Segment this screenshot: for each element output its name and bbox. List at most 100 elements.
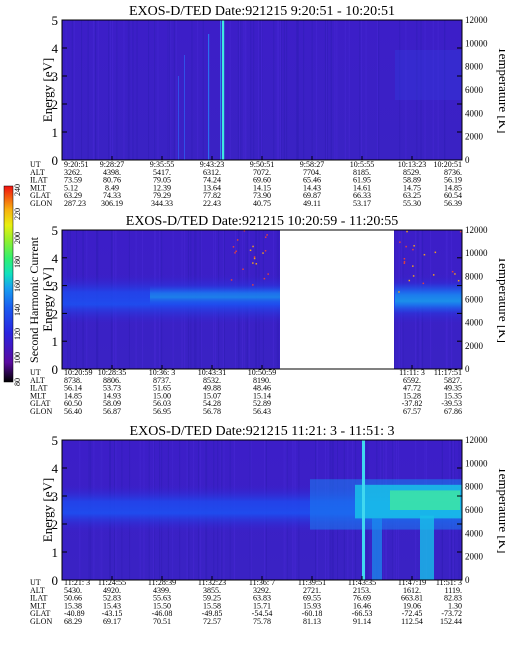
y2-tick-label: 0 — [465, 364, 470, 374]
table-cell: 1612. — [403, 586, 421, 595]
row-label-ilat: ILAT — [30, 176, 47, 185]
y2-axis-label: Temperature [K] — [496, 256, 505, 343]
table-cell: 60.54 — [444, 191, 462, 200]
table-cell: 14.85 — [444, 183, 462, 192]
y-tick-label: 0 — [52, 362, 59, 377]
y2-axis: 0 2000 4000 6000 8000 10000 12000 — [465, 15, 488, 165]
table-cell: 9:28:27 — [100, 160, 124, 169]
table-cell: 5417. — [153, 168, 171, 177]
table-cell: 10:5:55 — [350, 160, 374, 169]
table-cell: 11:32:23 — [198, 578, 226, 587]
y2-tick-label: 8000 — [465, 62, 484, 72]
y2-tick-label: 4000 — [465, 318, 484, 328]
table-cell: 56.40 — [64, 407, 82, 416]
table-cell: 56.19 — [444, 176, 462, 185]
table-cell: 4399. — [153, 586, 171, 595]
table-cell: 5827. — [444, 376, 462, 385]
table-cell: 56.95 — [153, 407, 171, 416]
table-cell: -40.89 — [64, 609, 85, 618]
table-cell: 11:51: 3 — [436, 578, 462, 587]
table-cell: 5.12 — [64, 183, 78, 192]
row-label-alt: ALT — [30, 168, 45, 177]
table-cell: 49.88 — [203, 384, 221, 393]
table-cell: -72.45 — [402, 609, 423, 618]
table-cell: 70.51 — [153, 617, 171, 626]
table-cell: 52.83 — [103, 594, 121, 603]
panel-title: EXOS-D/TED Date:921215 9:20:51 - 10:20:5… — [129, 4, 395, 19]
table-cell: -49.85 — [202, 609, 223, 618]
y2-axis-label: Temperature [K] — [496, 47, 505, 134]
orbit-table: UTALTILATMLTGLATGLON10:20:598738.56.1414… — [30, 365, 463, 416]
table-cell: 56.78 — [203, 407, 221, 416]
panel-title: EXOS-D/TED Date:921215 10:20:59 - 11:20:… — [126, 214, 398, 229]
colorbar: 80 100 120 140 160 180 200 220 240 Second Harmoni… — [3, 184, 41, 386]
table-cell: 19.06 — [403, 601, 421, 610]
row-label-mlt: MLT — [30, 601, 46, 610]
table-cell: 11:43:35 — [348, 578, 376, 587]
y2-axis-label: Temperature [K] — [496, 467, 505, 554]
table-cell: 10:20:59 — [64, 368, 92, 377]
table-cell: 11:24:55 — [98, 578, 126, 587]
colorbar-tick: 100 — [13, 352, 22, 364]
y2-tick-label: 2000 — [465, 132, 484, 142]
colorbar-tick: 160 — [13, 280, 22, 292]
table-cell: 6312. — [203, 168, 221, 177]
table-cell: 59.25 — [203, 594, 221, 603]
table-cell: 8736. — [444, 168, 462, 177]
table-cell: 10:13:23 — [398, 160, 426, 169]
table-cell: 79.29 — [153, 191, 171, 200]
colorbar-tick: 180 — [13, 256, 22, 268]
table-cell: 14.15 — [253, 183, 271, 192]
table-cell: 10:20:51 — [434, 160, 462, 169]
table-cell: 15.14 — [253, 391, 271, 400]
colorbar-tick: 80 — [13, 378, 22, 386]
y2-tick-label: 2000 — [465, 552, 484, 562]
y-axis-label: Energy [eV] — [40, 58, 55, 122]
band-core-right — [395, 282, 462, 314]
table-cell: 112.54 — [401, 617, 423, 626]
table-cell: 7072. — [253, 168, 271, 177]
table-cell: 14.43 — [303, 183, 321, 192]
table-cell: 51.65 — [153, 384, 171, 393]
table-cell: 58.09 — [103, 399, 121, 408]
table-cell: 53.73 — [103, 384, 121, 393]
row-label-ilat: ILAT — [30, 384, 47, 393]
table-cell: 2721. — [303, 586, 321, 595]
row-label-glat: GLAT — [30, 399, 51, 408]
table-cell: 15.93 — [303, 601, 321, 610]
table-cell: 56.14 — [64, 384, 82, 393]
data-gap — [280, 230, 394, 369]
table-cell: 15.28 — [403, 391, 421, 400]
table-cell: 11:36: 7 — [249, 578, 275, 587]
intensity-texture — [64, 20, 446, 160]
table-cell: 56.43 — [253, 407, 271, 416]
table-cell: 60.50 — [64, 399, 82, 408]
table-cell: -66.53 — [352, 609, 373, 618]
row-label-glon: GLON — [30, 617, 52, 626]
table-cell: 3292. — [253, 586, 271, 595]
table-cell: 54.28 — [203, 399, 221, 408]
y-tick-label: 5 — [52, 223, 59, 238]
table-cell: 69.17 — [103, 617, 121, 626]
table-cell: 8529. — [403, 168, 421, 177]
plot-area — [62, 20, 462, 160]
table-cell: 73.90 — [253, 191, 271, 200]
table-cell: 4398. — [103, 168, 121, 177]
table-cell: 3262. — [64, 168, 82, 177]
y-tick-label: 2 — [52, 517, 59, 532]
table-cell: 6592. — [403, 376, 421, 385]
table-cell: 9:20:51 — [64, 160, 88, 169]
table-cell: 49.35 — [444, 384, 462, 393]
y-tick-label: 1 — [52, 125, 59, 140]
table-cell: 8738. — [64, 376, 82, 385]
table-cell: 11:11: 3 — [399, 368, 425, 377]
table-cell: -46.08 — [152, 609, 173, 618]
y-tick-label: 2 — [52, 306, 59, 321]
table-cell: 8.49 — [105, 183, 119, 192]
row-label-glat: GLAT — [30, 191, 51, 200]
table-cell: 14.61 — [353, 183, 371, 192]
table-cell: 8737. — [153, 376, 171, 385]
y2-tick-label: 12000 — [465, 225, 488, 235]
table-cell: 10:50:59 — [248, 368, 276, 377]
